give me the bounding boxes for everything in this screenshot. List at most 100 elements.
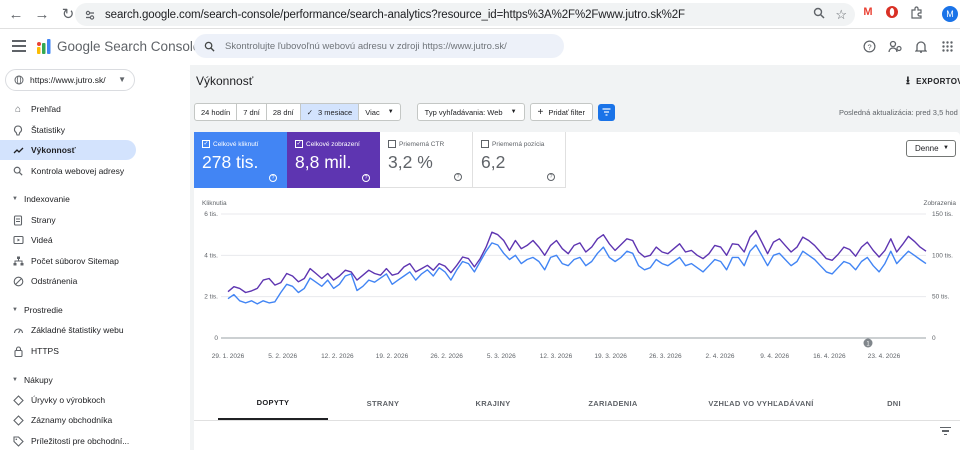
sidebar-item-core-web-vitals[interactable]: Základné štatistiky webu <box>0 320 136 340</box>
app-title: Google Search Console <box>57 39 201 54</box>
sitemap-icon <box>12 255 24 267</box>
x-tick-label: 23. 4. 2026 <box>868 353 901 360</box>
section-title: Prostredie <box>23 305 63 315</box>
search-icon <box>204 41 215 52</box>
metric-value: 278 tis. <box>202 152 259 172</box>
help-icon[interactable]: ? <box>454 173 462 181</box>
date-range-3m-label: 3 mesiace <box>318 107 353 117</box>
sidebar-item-overview[interactable]: ⌂ Prehľad <box>0 99 136 119</box>
sidebar-item-label: Odstránenia <box>31 276 78 286</box>
sidebar-item-videos[interactable]: Videá <box>0 230 136 250</box>
add-filter-button[interactable]: + Pridať filter <box>529 103 593 121</box>
date-range-28d[interactable]: 28 dní <box>267 104 301 120</box>
sidebar-item-url-inspection[interactable]: Kontrola webovej adresy <box>0 161 136 181</box>
date-range-24h[interactable]: 24 hodín <box>195 104 238 120</box>
tab-countries[interactable]: KRAJINY <box>438 386 548 420</box>
dimension-tabs-card: DOPYTY STRANY KRAJINY ZARIADENIA VZHĽAD … <box>194 386 960 450</box>
gmail-icon[interactable]: M <box>863 6 873 18</box>
tab-pages[interactable]: STRANY <box>328 386 438 420</box>
granularity-value: Denne <box>915 144 939 153</box>
manage-users-icon[interactable] <box>888 39 902 53</box>
property-selector[interactable]: https://www.jutro.sk/ ▼ <box>5 69 135 91</box>
forward-icon[interactable]: → <box>34 5 50 23</box>
date-range-more[interactable]: Viac ▼ <box>359 104 399 120</box>
sidebar-item-sitemaps[interactable]: Počet súborov Sitemap <box>0 251 136 271</box>
sidebar-item-label: Základné štatistiky webu <box>31 325 124 335</box>
sidebar-item-merchant-opportunities[interactable]: Príležitosti pre obchodní... <box>0 431 136 450</box>
x-tick-label: 5. 2. 2026 <box>268 353 297 360</box>
metric-total-clicks[interactable]: ✓ Celkové kliknutí 278 tis. ? <box>194 132 287 188</box>
sidebar-item-performance[interactable]: Výkonnosť <box>0 140 136 160</box>
section-experience[interactable]: ▼ Prostredie <box>12 305 63 315</box>
address-bar[interactable]: search.google.com/search-console/perform… <box>75 3 855 26</box>
zoom-icon[interactable] <box>813 7 825 22</box>
section-title: Nákupy <box>23 375 53 385</box>
tab-search-appearance[interactable]: VZHĽAD VO VYHĽADÁVANÍ <box>696 386 826 420</box>
help-icon[interactable]: ? <box>362 174 370 182</box>
checkbox-checked-icon[interactable]: ✓ <box>202 140 210 148</box>
metric-average-position[interactable]: Priemerná pozícia 6,2 ? <box>473 132 566 188</box>
search-placeholder: Skontrolujte ľubovoľnú webovú adresu v z… <box>225 40 507 52</box>
checkbox-unchecked-icon[interactable] <box>481 140 489 148</box>
help-icon[interactable]: ? <box>547 173 555 181</box>
annotation-marker <box>863 338 873 348</box>
x-tick-label: 5. 3. 2026 <box>487 353 516 360</box>
sidebar-item-insights[interactable]: Štatistiky <box>0 120 136 140</box>
sidebar-item-label: Prehľad <box>31 104 61 114</box>
download-icon: ⭳ <box>906 75 911 87</box>
sidebar-item-merchant-listings[interactable]: Záznamy obchodníka <box>0 410 136 430</box>
sidebar-item-label: Záznamy obchodníka <box>31 415 113 425</box>
metric-average-ctr[interactable]: Priemerná CTR 3,2 % ? <box>380 132 473 188</box>
filter-bar: 24 hodín 7 dní 28 dní ✓ 3 mesiace Viac ▼… <box>194 103 615 121</box>
help-icon[interactable]: ? <box>862 39 876 53</box>
date-range-more-label: Viac <box>365 107 380 117</box>
url-inspection-search[interactable]: Skontrolujte ľubovoľnú webovú adresu v z… <box>194 34 564 58</box>
back-icon[interactable]: ← <box>8 5 24 23</box>
notifications-bell-icon[interactable] <box>914 39 928 53</box>
date-range-7d[interactable]: 7 dní <box>237 104 267 120</box>
sidebar-item-removals[interactable]: Odstránenia <box>0 271 136 291</box>
apps-grid-icon[interactable] <box>940 39 954 53</box>
reload-icon[interactable]: ↻ <box>61 6 75 23</box>
property-url: https://www.jutro.sk/ <box>30 75 106 85</box>
sidebar-item-label: Úryvky o výrobkoch <box>31 395 106 405</box>
sidebar-item-pages[interactable]: Strany <box>0 210 136 230</box>
caret-down-icon: ▼ <box>12 196 18 202</box>
sidebar-item-product-snippets[interactable]: Úryvky o výrobkoch <box>0 390 136 410</box>
lock-icon <box>12 345 24 357</box>
opera-icon[interactable] <box>884 4 900 20</box>
checkbox-checked-icon[interactable]: ✓ <box>295 140 303 148</box>
tab-devices[interactable]: ZARIADENIA <box>558 386 668 420</box>
section-indexing[interactable]: ▼ Indexovanie <box>12 194 70 204</box>
export-button[interactable]: ⭳ EXPORTOV <box>906 72 960 91</box>
bookmark-star-icon[interactable]: ☆ <box>835 6 847 22</box>
filter-settings-icon[interactable] <box>597 103 615 121</box>
help-icon[interactable]: ? <box>269 174 277 182</box>
metric-label: Celkové zobrazení <box>306 140 360 148</box>
checkbox-unchecked-icon[interactable] <box>388 140 396 148</box>
speedometer-icon <box>12 324 24 336</box>
extensions-icon[interactable] <box>908 4 924 20</box>
metric-total-impressions[interactable]: ✓ Celkové zobrazení 8,8 mil. ? <box>287 132 380 188</box>
sidebar-item-https[interactable]: HTTPS <box>0 341 136 361</box>
granularity-select[interactable]: Denne ▼ <box>906 140 956 157</box>
metric-value: 3,2 % <box>388 152 433 172</box>
sidebar-item-label: Výkonnosť <box>31 145 76 155</box>
search-type-filter[interactable]: Typ vyhľadávania: Web ▼ <box>416 103 525 121</box>
site-settings-icon[interactable] <box>81 6 99 24</box>
tab-days[interactable]: DNI <box>854 386 934 420</box>
table-filter-icon[interactable] <box>940 427 951 435</box>
profile-avatar[interactable]: M <box>942 6 958 22</box>
section-shopping[interactable]: ▼ Nákupy <box>12 375 53 385</box>
app-header: Google Search Console Skontrolujte ľubov… <box>0 29 960 65</box>
menu-icon[interactable] <box>12 39 26 53</box>
tab-queries[interactable]: DOPYTY <box>218 386 328 420</box>
section-title: Indexovanie <box>23 194 70 204</box>
caret-down-icon: ▼ <box>943 145 949 151</box>
browser-toolbar: ← → ↻ search.google.com/search-console/p… <box>0 0 960 29</box>
removals-icon <box>12 275 24 287</box>
date-range-3m[interactable]: ✓ 3 mesiace <box>300 104 360 120</box>
left-tick-label: 0 <box>214 335 218 342</box>
sidebar-item-label: HTTPS <box>31 346 59 356</box>
series-line-clicks <box>227 242 927 305</box>
